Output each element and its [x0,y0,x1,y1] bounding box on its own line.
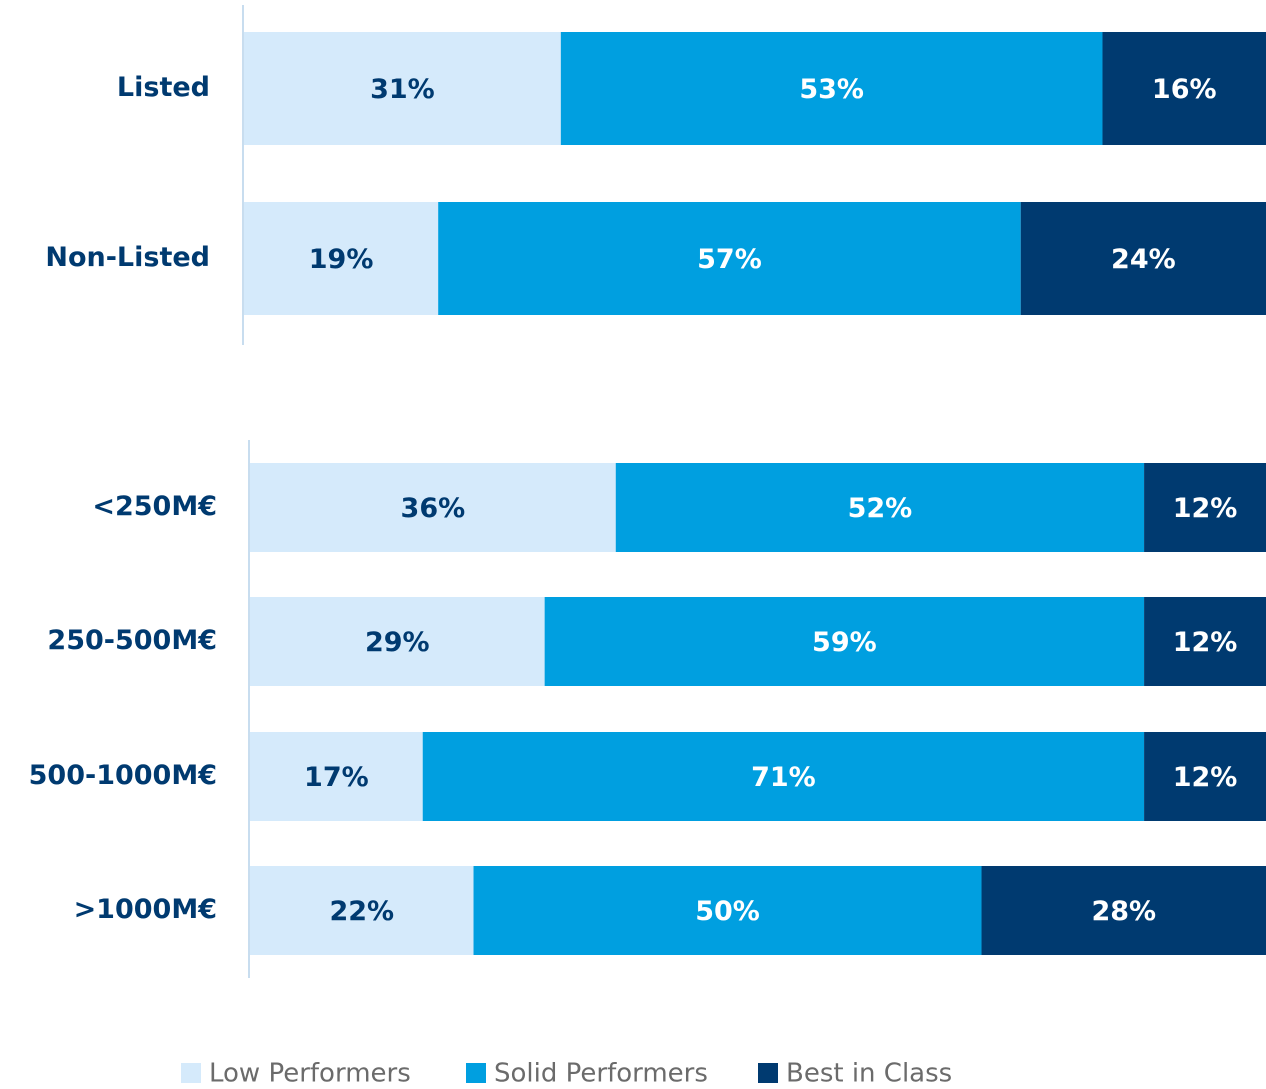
value-label: 52% [848,493,913,524]
value-label: 12% [1173,762,1238,793]
value-label: 36% [401,493,466,524]
value-label: 19% [309,244,374,275]
legend-label: Best in Class [786,1059,952,1089]
legend-swatch [758,1063,778,1083]
value-label: 57% [697,244,762,275]
category-label: <250M€ [92,491,217,522]
value-label: 53% [799,74,864,105]
bar-segment [544,597,1145,686]
bar-segment [250,866,474,955]
category-label: 500-1000M€ [29,760,217,791]
category-label: Non-Listed [45,242,210,273]
bar-segment [473,866,982,955]
bar-segment [1020,202,1266,315]
bar-segment [1144,463,1266,552]
bar-segment [615,463,1145,552]
bar-segment [244,32,561,145]
value-label: 16% [1152,74,1217,105]
value-label: 12% [1173,627,1238,658]
value-label: 59% [812,627,877,658]
value-label: 50% [695,896,760,927]
bar-segment [1144,597,1266,686]
bar-segment [560,32,1103,145]
legend-swatch [466,1063,486,1083]
value-label: 29% [365,627,430,658]
value-label: 17% [304,762,369,793]
bar-segment [250,597,545,686]
category-label: 250-500M€ [47,625,217,656]
bar-segment [1144,732,1266,821]
bar-segment [981,866,1266,955]
value-label: 22% [329,896,394,927]
bar-segment [250,463,616,552]
value-label: 71% [751,762,816,793]
bar-segment [438,202,1021,315]
bar-segment [1102,32,1266,145]
bar-segment [250,732,423,821]
category-label: >1000M€ [74,894,217,925]
legend-label: Solid Performers [494,1059,708,1089]
bar-segment [244,202,439,315]
value-label: 28% [1091,896,1156,927]
legend-swatch [181,1063,201,1083]
value-label: 31% [370,74,435,105]
legend-label: Low Performers [209,1059,411,1089]
category-label: Listed [117,72,210,103]
value-label: 24% [1111,244,1176,275]
value-label: 12% [1173,493,1238,524]
bar-segment [422,732,1145,821]
